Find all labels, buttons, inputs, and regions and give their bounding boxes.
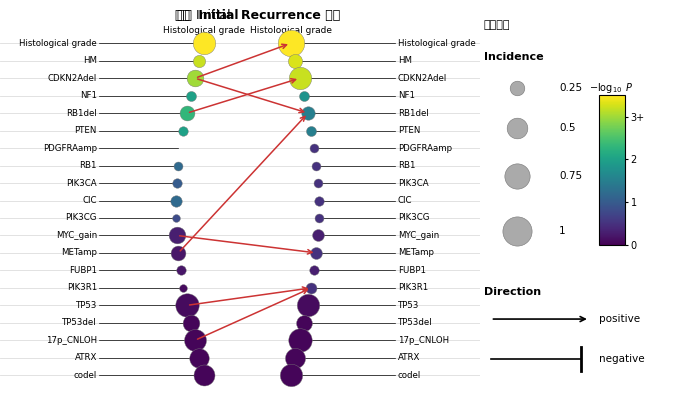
Text: PIK3R1: PIK3R1: [398, 283, 428, 293]
Text: PIK3CG: PIK3CG: [398, 213, 429, 222]
Text: TP53: TP53: [76, 301, 97, 310]
Text: HM: HM: [83, 56, 97, 65]
Text: Incidence: Incidence: [484, 52, 543, 62]
Text: CDKN2Adel: CDKN2Adel: [48, 74, 97, 83]
Text: NF1: NF1: [398, 91, 415, 100]
Text: FUBP1: FUBP1: [69, 266, 97, 275]
Text: PIK3CG: PIK3CG: [65, 213, 97, 222]
Point: [198, 372, 209, 378]
Text: 17p_CNLOH: 17p_CNLOH: [398, 336, 449, 345]
Point: [194, 57, 205, 64]
Text: 出現頻率: 出現頻率: [484, 20, 510, 30]
Text: RB1del: RB1del: [66, 109, 97, 117]
Text: 0.25: 0.25: [559, 83, 582, 93]
Point: [178, 285, 189, 291]
Point: [178, 127, 189, 134]
Text: codel: codel: [74, 371, 97, 380]
Point: [298, 93, 309, 99]
Text: PIK3R1: PIK3R1: [66, 283, 97, 293]
Text: Histological grade: Histological grade: [398, 39, 475, 48]
Text: 初發: 初發: [175, 9, 194, 22]
Point: [302, 302, 314, 309]
Text: Direction: Direction: [484, 287, 541, 297]
Text: RB1del: RB1del: [398, 109, 428, 117]
Text: PDGFRAamp: PDGFRAamp: [398, 144, 452, 153]
Point: [311, 162, 322, 169]
Text: MYC_gain: MYC_gain: [398, 231, 439, 240]
Text: PTEN: PTEN: [74, 126, 97, 135]
Point: [181, 110, 193, 117]
Point: [173, 162, 184, 169]
Text: RB1: RB1: [79, 161, 97, 170]
Text: CIC: CIC: [83, 196, 97, 205]
Point: [171, 215, 182, 221]
Text: METamp: METamp: [398, 249, 434, 257]
Text: FUBP1: FUBP1: [398, 266, 426, 275]
Point: [189, 75, 200, 81]
Point: [172, 180, 183, 186]
Point: [294, 337, 305, 344]
Text: codel: codel: [398, 371, 421, 380]
Point: [185, 93, 196, 99]
Point: [285, 40, 296, 46]
Point: [312, 232, 323, 239]
Point: [313, 197, 324, 204]
Text: Histological grade: Histological grade: [163, 25, 245, 34]
Point: [175, 267, 186, 274]
Point: [171, 197, 182, 204]
Point: [302, 110, 314, 117]
Text: ATRX: ATRX: [398, 353, 420, 362]
Text: CIC: CIC: [398, 196, 412, 205]
Point: [312, 180, 323, 186]
Point: [172, 232, 183, 239]
Text: 0.5: 0.5: [559, 123, 575, 133]
Text: RB1: RB1: [398, 161, 415, 170]
Point: [194, 354, 205, 361]
Point: [290, 354, 301, 361]
Text: TP53del: TP53del: [398, 318, 433, 327]
Text: PDGFRAamp: PDGFRAamp: [43, 144, 97, 153]
Point: [298, 320, 309, 326]
Text: 0.75: 0.75: [559, 171, 582, 181]
Point: [306, 285, 317, 291]
Text: TP53del: TP53del: [62, 318, 97, 327]
Point: [311, 249, 322, 256]
Point: [309, 145, 320, 151]
Text: MYC_gain: MYC_gain: [56, 231, 97, 240]
Text: CDKN2Adel: CDKN2Adel: [398, 74, 447, 83]
Point: [306, 127, 317, 134]
Point: [285, 372, 296, 378]
Point: [198, 40, 209, 46]
Text: NF1: NF1: [80, 91, 97, 100]
Text: PIK3CA: PIK3CA: [398, 178, 428, 188]
Text: METamp: METamp: [61, 249, 97, 257]
Text: Initial: Initial: [194, 9, 238, 22]
Point: [290, 57, 301, 64]
Text: TP53: TP53: [398, 301, 419, 310]
Point: [313, 215, 324, 221]
Point: [294, 75, 305, 81]
Point: [181, 302, 193, 309]
Title: $-\log_{10}\ P$: $-\log_{10}\ P$: [589, 81, 634, 95]
Point: [185, 320, 196, 326]
Text: 17p_CNLOH: 17p_CNLOH: [46, 336, 97, 345]
Text: negative: negative: [598, 354, 644, 364]
Point: [189, 337, 200, 344]
Text: HM: HM: [398, 56, 412, 65]
Text: PIK3CA: PIK3CA: [66, 178, 97, 188]
Text: ATRX: ATRX: [74, 353, 97, 362]
Text: Recurrence 復發: Recurrence 復發: [241, 9, 340, 22]
Point: [173, 249, 184, 256]
Point: [309, 267, 320, 274]
Text: Histological grade: Histological grade: [19, 39, 97, 48]
Text: positive: positive: [598, 314, 640, 324]
Text: PTEN: PTEN: [398, 126, 420, 135]
Text: Histological grade: Histological grade: [250, 25, 332, 34]
Text: 1: 1: [559, 227, 566, 237]
Text: 初發 Initial: 初發 Initial: [177, 9, 231, 22]
